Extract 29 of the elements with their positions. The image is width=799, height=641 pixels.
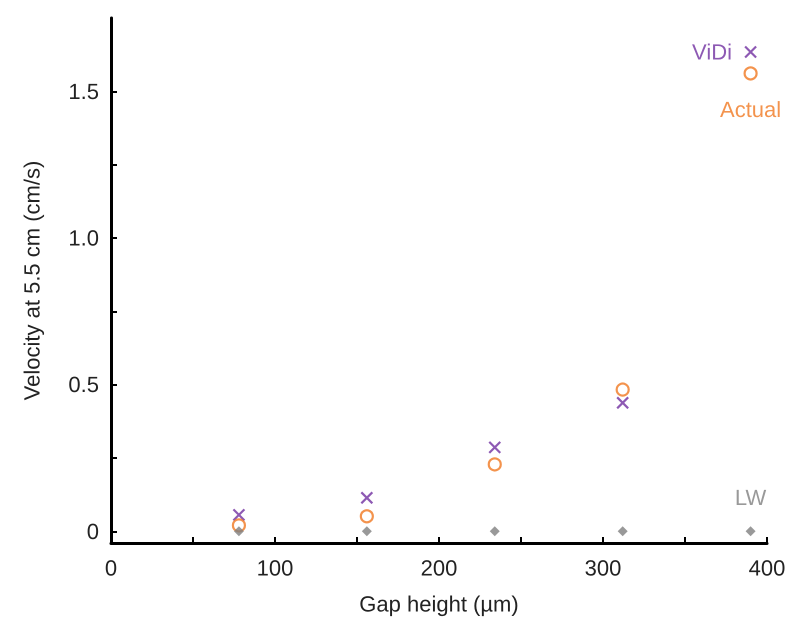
point: [490, 526, 500, 536]
y-axis-title: Velocity at 5.5 cm (cm/s): [20, 160, 44, 400]
point: [746, 526, 756, 536]
x-tick-label: 200: [420, 556, 458, 580]
y-tick-label: 1.5: [68, 78, 99, 104]
point: [488, 457, 502, 472]
x-axis-title: Gap height (µm): [359, 592, 519, 616]
series-label: Actual: [720, 97, 782, 122]
point: [616, 382, 630, 397]
point: [488, 440, 502, 454]
point: [744, 66, 758, 81]
point: [232, 508, 246, 522]
point: [360, 491, 374, 504]
x-tick-label: 100: [256, 556, 294, 580]
point: [744, 45, 758, 59]
point: [234, 526, 244, 536]
point: [232, 518, 246, 532]
y-tick-label: 0: [86, 518, 99, 544]
y-tick-label: 0.5: [68, 372, 99, 398]
series-label: LW: [734, 484, 767, 510]
point: [616, 396, 630, 410]
x-tick-label: 400: [748, 556, 786, 580]
point: [618, 526, 628, 536]
point: [362, 526, 372, 536]
x-tick-label: 0: [104, 556, 118, 580]
series-label: ViDi: [692, 40, 732, 65]
x-tick-label: 300: [584, 556, 622, 580]
y-tick-label: 1.0: [68, 225, 99, 250]
point: [360, 509, 374, 524]
